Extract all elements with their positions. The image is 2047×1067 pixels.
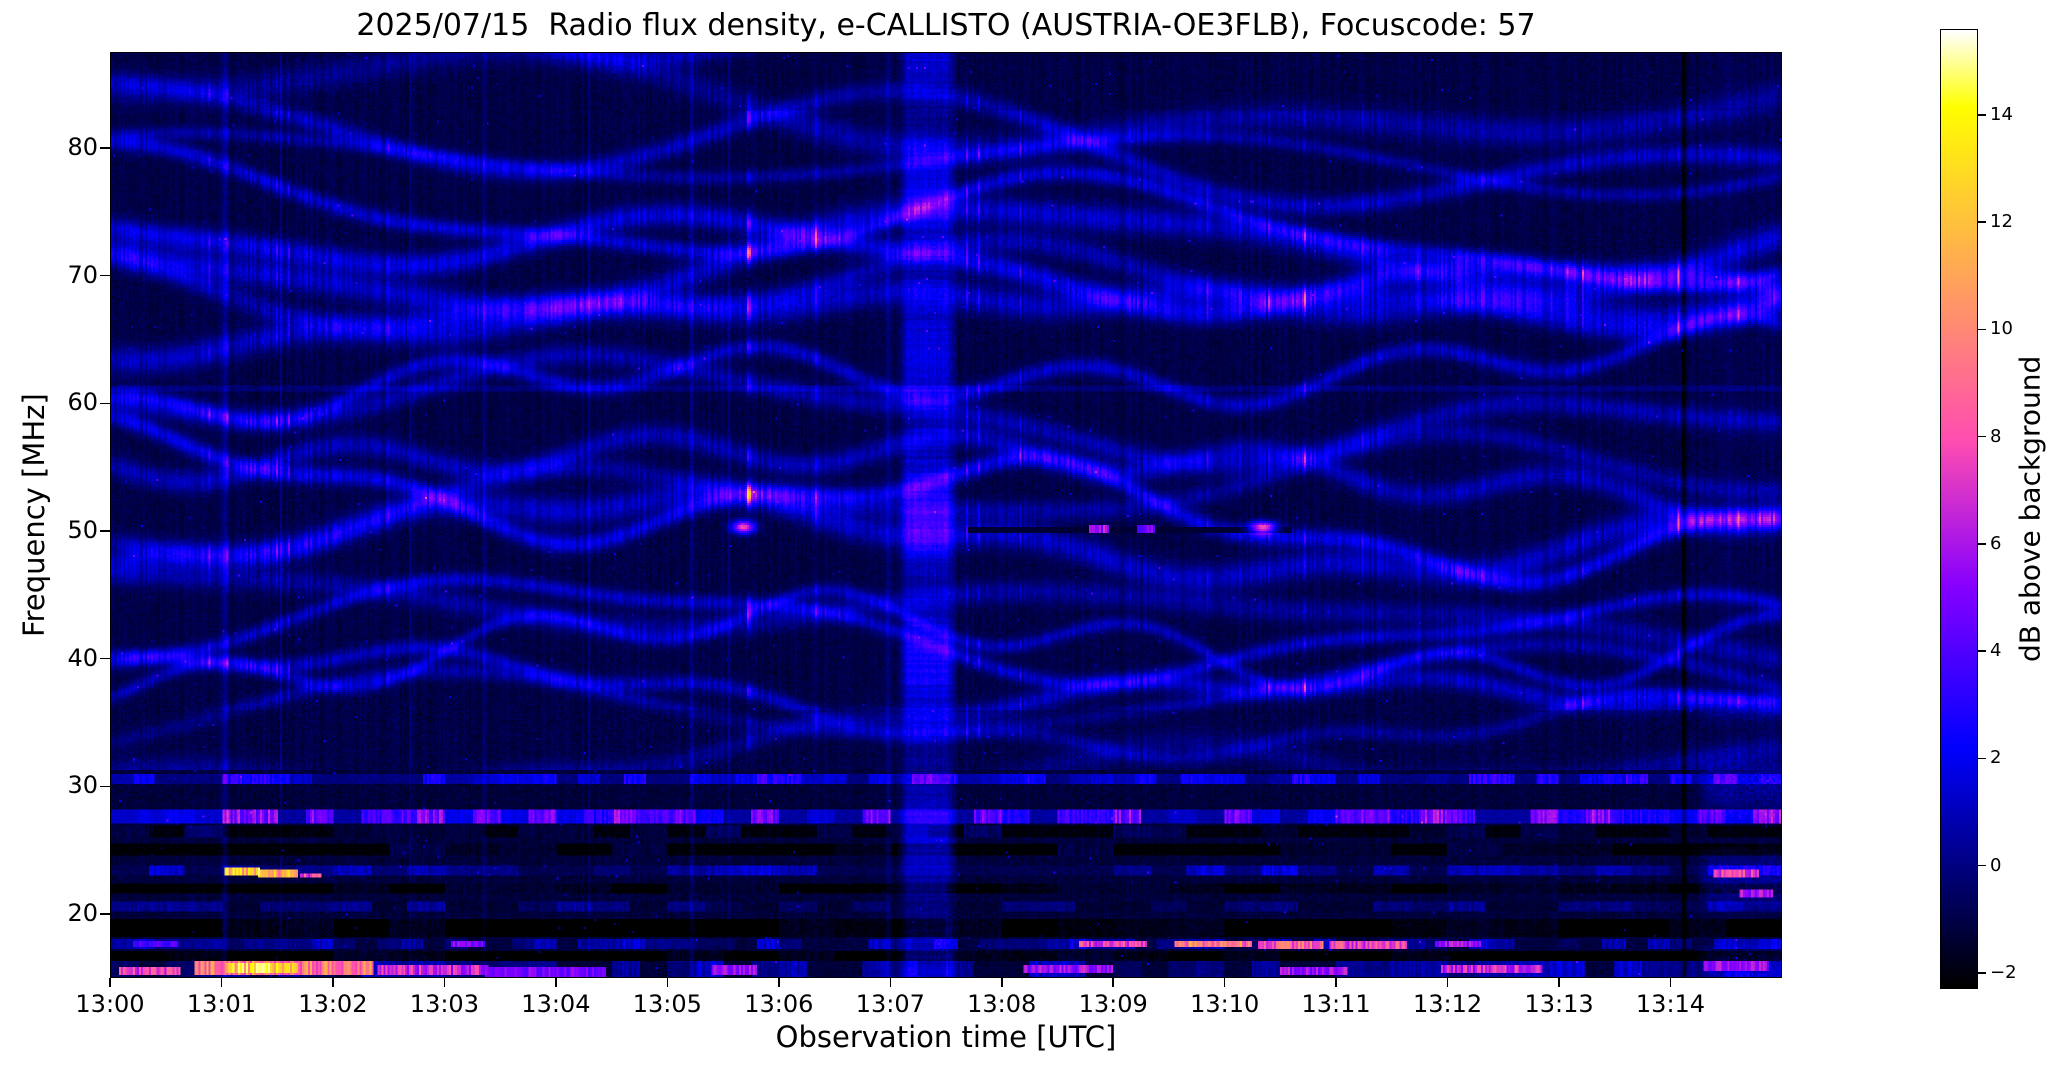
y-tick-mark xyxy=(100,785,110,788)
x-tick-label: 13:00 xyxy=(75,990,145,1018)
spectrogram-canvas xyxy=(111,53,1781,977)
colorbar-tick-mark xyxy=(1978,543,1986,545)
x-tick-label: 13:04 xyxy=(521,990,591,1018)
colorbar-tick-label: 14 xyxy=(1990,103,2013,125)
colorbar xyxy=(1940,29,1978,989)
y-tick-mark xyxy=(100,147,110,149)
x-tick-mark xyxy=(1223,978,1226,987)
colorbar-tick-label: 6 xyxy=(1990,532,2002,554)
y-tick-label: 30 xyxy=(67,771,98,800)
x-tick-mark xyxy=(778,978,780,987)
x-tick-mark xyxy=(1558,978,1560,987)
x-tick-label: 13:14 xyxy=(1635,990,1706,1018)
y-axis-label: Frequency [MHz] xyxy=(17,393,51,637)
x-tick-label: 13:02 xyxy=(298,990,368,1018)
colorbar-label: dB above background xyxy=(2013,355,2047,663)
x-tick-mark xyxy=(1446,978,1449,987)
y-tick-label: 60 xyxy=(67,388,98,417)
x-tick-mark xyxy=(220,978,223,987)
plot-area xyxy=(110,52,1782,978)
x-tick-label: 13:12 xyxy=(1413,990,1483,1018)
colorbar-tick-label: 12 xyxy=(1990,211,2013,233)
x-tick-label: 13:13 xyxy=(1524,990,1594,1018)
x-tick-mark xyxy=(332,978,334,987)
y-tick-mark xyxy=(100,402,110,404)
x-tick-mark xyxy=(889,978,891,987)
y-tick-mark xyxy=(100,274,110,277)
y-tick-label: 80 xyxy=(67,132,98,161)
x-tick-label: 13:11 xyxy=(1301,990,1371,1018)
x-tick-mark xyxy=(666,978,669,987)
x-tick-label: 13:03 xyxy=(409,990,479,1018)
y-tick-label: 50 xyxy=(67,516,98,544)
colorbar-tick-mark xyxy=(1978,328,1986,331)
x-tick-label: 13:10 xyxy=(1190,990,1260,1018)
y-tick-mark xyxy=(100,530,110,532)
x-tick-label: 13:01 xyxy=(186,990,257,1018)
chart-title: 2025/07/15 Radio flux density, e-CALLIST… xyxy=(356,8,1536,43)
x-tick-mark xyxy=(1001,978,1003,987)
colorbar-tick-label: 0 xyxy=(1990,854,2002,876)
colorbar-tick-mark xyxy=(1978,972,1986,974)
colorbar-tick-mark xyxy=(1978,114,1986,116)
colorbar-tick-label: 4 xyxy=(1990,640,2002,662)
x-tick-label: 13:07 xyxy=(855,990,925,1018)
x-tick-mark xyxy=(109,978,111,987)
colorbar-tick-label: −2 xyxy=(1990,961,2017,983)
colorbar-tick-label: 2 xyxy=(1990,747,2002,769)
colorbar-tick-mark xyxy=(1978,221,1986,223)
x-tick-label: 13:06 xyxy=(744,990,814,1018)
colorbar-tick-mark xyxy=(1978,757,1986,760)
colorbar-tick-mark xyxy=(1978,650,1986,652)
x-tick-mark xyxy=(1112,978,1114,987)
x-tick-label: 13:05 xyxy=(632,990,702,1018)
y-tick-label: 20 xyxy=(67,899,98,928)
colorbar-tick-mark xyxy=(1978,864,1986,867)
y-tick-mark xyxy=(100,657,110,660)
colorbar-tick-label: 10 xyxy=(1990,318,2013,340)
colorbar-tick-label: 8 xyxy=(1990,425,2002,447)
x-tick-mark xyxy=(443,978,446,987)
x-tick-mark xyxy=(1669,978,1672,987)
colorbar-canvas xyxy=(1941,30,1977,988)
y-tick-mark xyxy=(100,913,110,915)
y-tick-label: 70 xyxy=(67,260,98,289)
y-tick-label: 40 xyxy=(67,643,98,672)
x-tick-mark xyxy=(555,978,557,987)
x-axis-label: Observation time [UTC] xyxy=(775,1020,1117,1054)
x-tick-mark xyxy=(1335,978,1337,987)
x-tick-label: 13:08 xyxy=(967,990,1037,1018)
colorbar-tick-mark xyxy=(1978,435,1986,438)
x-tick-label: 13:09 xyxy=(1078,990,1148,1018)
